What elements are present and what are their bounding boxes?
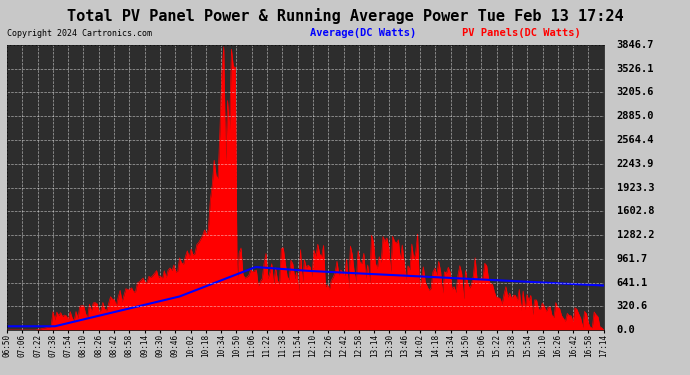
Text: PV Panels(DC Watts): PV Panels(DC Watts) [462, 28, 581, 38]
Text: 961.7: 961.7 [617, 254, 648, 264]
Text: 3526.1: 3526.1 [617, 64, 654, 74]
Text: 320.6: 320.6 [617, 301, 648, 311]
Text: 1923.3: 1923.3 [617, 183, 654, 192]
Text: 2885.0: 2885.0 [617, 111, 654, 121]
Text: Total PV Panel Power & Running Average Power Tue Feb 13 17:24: Total PV Panel Power & Running Average P… [67, 8, 623, 24]
Text: 2564.4: 2564.4 [617, 135, 654, 145]
Text: 0.0: 0.0 [617, 325, 635, 335]
Text: 641.1: 641.1 [617, 278, 648, 288]
Text: 3846.7: 3846.7 [617, 40, 654, 50]
Text: 1282.2: 1282.2 [617, 230, 654, 240]
Text: Average(DC Watts): Average(DC Watts) [310, 28, 417, 38]
Text: 2243.9: 2243.9 [617, 159, 654, 169]
Text: Copyright 2024 Cartronics.com: Copyright 2024 Cartronics.com [7, 28, 152, 38]
Text: 3205.6: 3205.6 [617, 87, 654, 98]
Text: 1602.8: 1602.8 [617, 206, 654, 216]
